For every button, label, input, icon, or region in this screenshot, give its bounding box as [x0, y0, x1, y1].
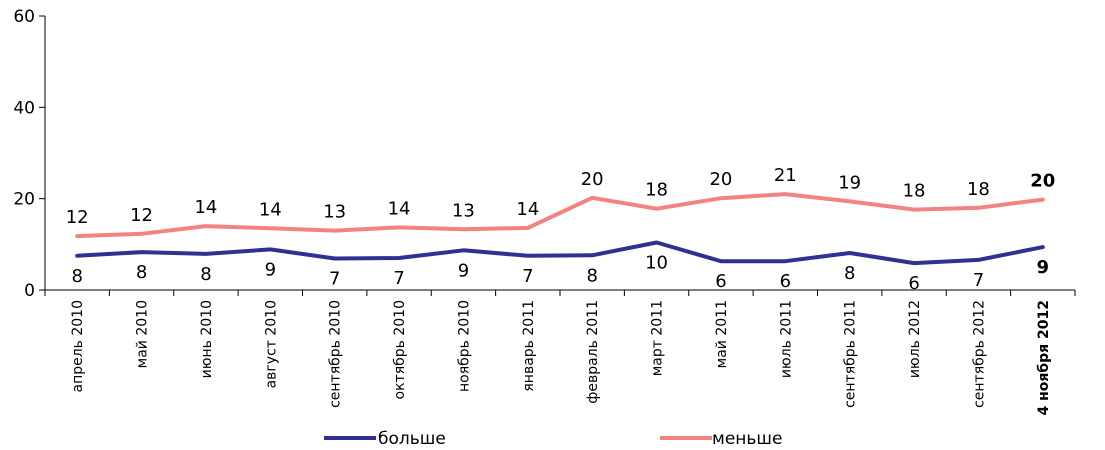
data-label: 21 [774, 165, 797, 186]
y-tick-label: 60 [13, 7, 35, 27]
data-label: 8 [71, 266, 82, 287]
x-tick-label: февраль 2011 [585, 300, 601, 404]
y-tick-label: 20 [13, 190, 35, 210]
x-tick-label: январь 2011 [521, 300, 537, 392]
x-tick-label: март 2011 [650, 300, 666, 376]
data-label: 9 [1037, 257, 1050, 278]
data-label: 8 [844, 263, 855, 284]
data-label: 20 [1030, 171, 1055, 192]
data-label: 6 [780, 271, 791, 292]
legend-label-0: больше [378, 429, 446, 449]
series-line-1 [75, 192, 1045, 239]
x-tick-label: ноябрь 2010 [456, 300, 472, 392]
data-label: 6 [908, 273, 919, 294]
legend-label-1: меньше [712, 429, 782, 449]
data-label: 20 [709, 169, 732, 190]
x-axis: апрель 2010 май 2010 июнь 2010 август 2010 с… [44, 289, 1076, 416]
x-tick-label: сентябрь 2010 [328, 300, 344, 408]
data-label: 7 [329, 268, 340, 289]
data-label: 7 [973, 270, 984, 291]
data-label: 7 [393, 268, 404, 289]
data-label: 14 [388, 198, 411, 219]
x-tick-label: апрель 2010 [70, 300, 86, 393]
data-label: 10 [645, 253, 668, 274]
x-tick-label: июль 2012 [907, 300, 923, 378]
data-label: 8 [136, 262, 147, 283]
x-tick-label: август 2010 [263, 300, 279, 388]
x-tick-label: июль 2011 [778, 300, 794, 378]
data-label: 19 [838, 172, 861, 193]
data-label: 14 [194, 197, 217, 218]
data-label: 13 [452, 200, 475, 221]
y-tick-label: 40 [13, 98, 35, 118]
data-label: 18 [645, 180, 668, 201]
data-label: 18 [967, 179, 990, 200]
data-label: 7 [522, 266, 533, 287]
x-tick-label: май 2010 [135, 300, 151, 368]
data-label: 12 [66, 207, 89, 228]
data-labels: 12 12 14 14 13 14 13 14 20 18 20 21 19 18 18 20 8 8 8 9 7 7 9 7… [66, 165, 1056, 294]
data-label: 13 [323, 202, 346, 223]
data-label: 14 [259, 199, 282, 220]
data-label: 8 [586, 265, 597, 286]
data-label: 18 [903, 181, 926, 202]
series-layer [75, 192, 1045, 266]
data-label: 9 [458, 260, 469, 281]
data-label: 6 [715, 271, 726, 292]
data-label: 20 [581, 169, 604, 190]
data-label: 14 [516, 199, 539, 220]
x-tick-label: сентябрь 2011 [843, 300, 859, 408]
y-tick-label: 0 [24, 281, 35, 301]
x-tick-label: май 2011 [714, 300, 730, 368]
legend: больше меньше [324, 429, 782, 449]
data-label: 9 [265, 259, 276, 280]
x-tick-label: 4 ноября 2012 [1036, 300, 1052, 416]
x-tick-label: июнь 2010 [199, 300, 215, 378]
x-tick-label: сентябрь 2012 [971, 300, 987, 408]
series-line-0 [75, 240, 1045, 266]
x-tick-label: октябрь 2010 [392, 300, 408, 399]
y-axis: 0 20 40 60 [13, 7, 46, 301]
data-label: 12 [130, 205, 153, 226]
data-label: 8 [200, 264, 211, 285]
